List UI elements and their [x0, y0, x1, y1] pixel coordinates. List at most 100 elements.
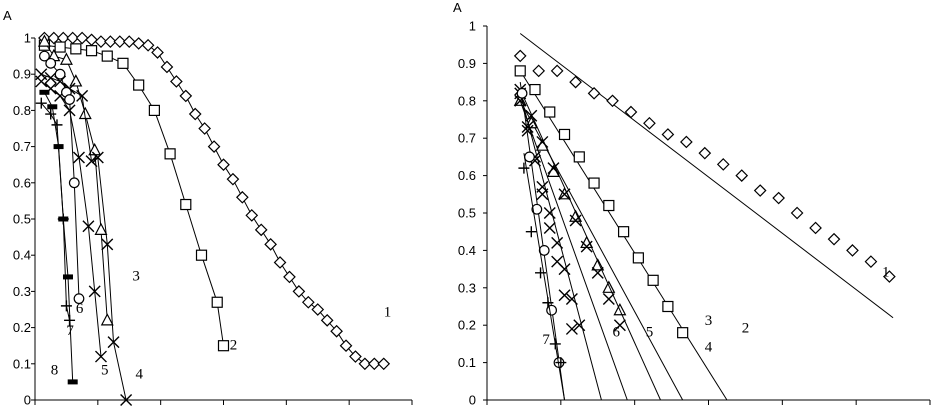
data-point-square — [558, 128, 571, 141]
data-point-circle — [531, 203, 543, 215]
data-point-diamond — [790, 206, 804, 220]
data-point-x — [547, 162, 560, 175]
fit-line — [519, 93, 602, 401]
data-point-dash — [53, 144, 64, 150]
data-point-square — [85, 45, 98, 57]
data-point-x — [76, 89, 89, 102]
series-1: 1 — [513, 33, 896, 319]
data-point-diamond — [809, 221, 822, 235]
data-point-dash — [58, 216, 69, 222]
fit-line — [519, 89, 661, 401]
y-tick-label: 0.4 — [458, 243, 476, 258]
data-point-x — [602, 293, 615, 306]
curve-label: 1 — [384, 305, 392, 321]
data-point-square — [514, 65, 526, 77]
data-point-diamond — [75, 31, 89, 45]
data-point-diamond — [311, 303, 325, 316]
data-point-diamond — [47, 31, 61, 45]
y-tick-label: 0.8 — [13, 103, 31, 118]
data-point-diamond — [141, 38, 155, 52]
data-point-diamond — [264, 237, 277, 251]
data-point-diamond — [292, 285, 306, 298]
data-point-diamond — [772, 191, 785, 205]
data-point-diamond — [226, 172, 240, 186]
data-point-square — [603, 199, 615, 212]
data-point-x — [94, 350, 107, 363]
y-tick-label: 1 — [24, 31, 31, 46]
data-point-x — [44, 71, 57, 84]
data-point-triangle — [100, 313, 114, 326]
data-point-square — [544, 106, 556, 118]
data-point-diamond — [587, 86, 601, 100]
data-point-diamond — [85, 33, 98, 47]
curve-label: 3 — [705, 313, 713, 329]
data-point-diamond — [320, 314, 334, 327]
data-point-square — [54, 41, 66, 53]
data-point-square — [617, 226, 630, 238]
data-point-triangle — [69, 74, 83, 87]
data-point-x — [35, 75, 48, 88]
curve-label: 4 — [136, 366, 144, 382]
y-tick-label: 0.1 — [13, 356, 31, 371]
data-point-dash — [47, 104, 58, 110]
data-point-diamond — [94, 35, 108, 48]
data-point-diamond — [188, 107, 202, 121]
data-point-circle — [68, 177, 80, 189]
data-point-square — [588, 177, 600, 189]
data-point-diamond — [643, 116, 656, 130]
data-point-diamond — [339, 339, 353, 353]
data-point-plus — [542, 297, 554, 309]
data-point-triangle — [94, 222, 108, 235]
y-tick-label: 0.5 — [13, 212, 31, 227]
data-point-plus — [60, 300, 72, 312]
y-tick-label: 0.9 — [458, 56, 476, 71]
data-point-diamond — [283, 270, 296, 284]
data-point-diamond — [624, 105, 638, 119]
data-point-circle — [54, 68, 66, 80]
data-point-triangle — [59, 52, 73, 65]
fit-line — [519, 82, 566, 401]
data-point-diamond — [883, 270, 896, 283]
series-2: 2 — [514, 65, 749, 401]
data-point-diamond — [753, 184, 767, 197]
data-point-diamond — [330, 324, 343, 338]
data-point-x — [88, 285, 101, 298]
data-point-square — [164, 148, 176, 160]
data-point-plus — [35, 97, 47, 109]
data-point-diamond — [680, 135, 693, 149]
series-1: 1 — [38, 31, 392, 371]
curve-label: 6 — [613, 324, 621, 340]
data-point-square — [133, 79, 145, 91]
series-line — [41, 73, 127, 401]
data-point-x — [536, 135, 549, 148]
y-tick-label: 0.3 — [458, 280, 476, 295]
y-tick-label: 0.1 — [458, 355, 476, 370]
data-point-plus — [555, 357, 567, 369]
data-point-x — [91, 151, 104, 164]
data-point-square — [647, 274, 659, 286]
data-point-square — [662, 300, 674, 313]
data-point-x — [551, 255, 564, 268]
data-point-diamond — [846, 244, 859, 257]
data-point-plus — [525, 226, 537, 238]
data-point-circle — [524, 151, 535, 163]
data-point-diamond — [160, 60, 174, 74]
data-point-diamond — [301, 295, 315, 309]
data-point-diamond — [367, 357, 381, 371]
data-point-square — [180, 198, 192, 211]
curve-label: 1 — [882, 265, 890, 281]
data-point-circle — [516, 87, 528, 99]
y-tick-label: 0.7 — [13, 139, 31, 154]
fit-line — [519, 100, 628, 401]
y-tick-label: 0.5 — [458, 206, 476, 221]
data-point-diamond — [217, 158, 230, 172]
data-point-circle — [64, 94, 75, 105]
y-tick-label: 0.3 — [13, 284, 31, 299]
data-point-x — [543, 221, 556, 234]
y-tick-label: 0.8 — [458, 93, 476, 108]
data-point-x — [558, 188, 571, 201]
y-axis-label: A — [3, 8, 12, 23]
data-point-diamond — [198, 122, 211, 135]
data-point-diamond — [349, 350, 362, 363]
